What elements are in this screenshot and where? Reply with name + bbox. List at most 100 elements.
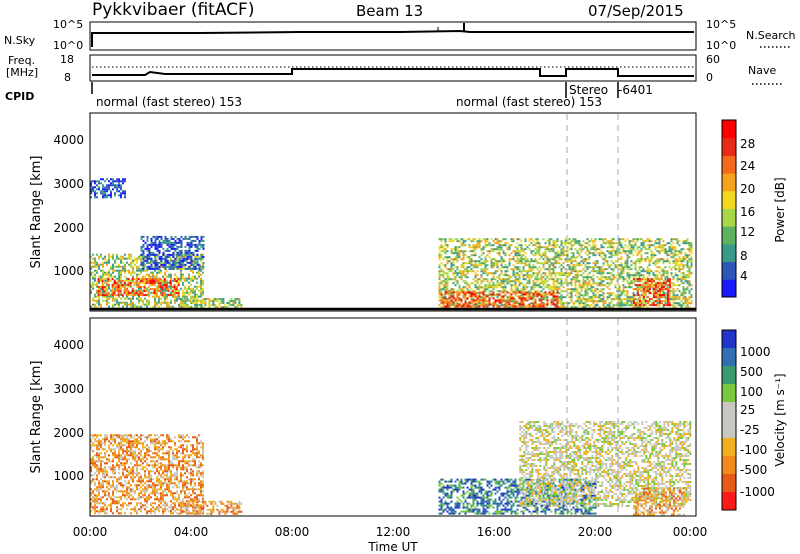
scatter-cell xyxy=(120,265,122,268)
scatter-cell xyxy=(582,294,585,297)
scatter-cell xyxy=(690,294,693,297)
scatter-cell xyxy=(516,260,519,263)
scatter-cell xyxy=(508,282,511,285)
scatter-cell xyxy=(208,302,211,304)
scatter-cell xyxy=(542,246,545,249)
scatter-cell xyxy=(156,263,159,266)
scatter-cell xyxy=(498,246,501,249)
scatter-cell xyxy=(574,278,577,281)
scatter-cell xyxy=(118,508,120,511)
scatter-cell xyxy=(682,292,685,295)
scatter-cell xyxy=(145,290,148,293)
scatter-cell xyxy=(548,248,551,251)
scatter-cell xyxy=(460,301,463,304)
scatter-cell xyxy=(544,298,547,301)
scatter-cell xyxy=(542,295,545,298)
scatter-cell xyxy=(198,295,200,298)
scatter-cell xyxy=(125,284,128,287)
scatter-cell xyxy=(458,299,461,302)
scatter-cell xyxy=(154,297,156,300)
scatter-cell xyxy=(476,295,479,298)
scatter-cell xyxy=(678,270,681,273)
scatter-cell xyxy=(586,282,589,285)
scatter-cell xyxy=(580,306,583,309)
scatter-cell xyxy=(116,496,118,499)
scatter-cell xyxy=(460,250,463,253)
scatter-cell xyxy=(542,264,545,267)
scatter-cell xyxy=(602,300,605,303)
scatter-cell xyxy=(612,292,615,295)
scatter-cell xyxy=(570,290,573,293)
scatter-cell xyxy=(504,286,507,289)
scatter-cell xyxy=(200,289,202,292)
scatter-cell xyxy=(604,276,607,279)
scatter-cell xyxy=(688,280,691,283)
scatter-cell xyxy=(540,301,543,304)
scatter-cell xyxy=(137,294,140,297)
scatter-cell xyxy=(136,259,138,262)
scatter-cell xyxy=(590,266,593,269)
scatter-cell xyxy=(108,259,110,262)
scatter-cell xyxy=(122,474,124,477)
scatter-cell xyxy=(570,278,573,281)
scatter-cell xyxy=(652,256,655,259)
scatter-cell xyxy=(520,250,523,253)
scatter-cell xyxy=(155,278,158,281)
scatter-cell xyxy=(650,302,653,305)
scatter-cell xyxy=(668,286,671,289)
scatter-cell xyxy=(658,246,661,249)
scatter-cell xyxy=(110,192,112,195)
scatter-cell xyxy=(508,260,511,263)
scatter-cell xyxy=(466,284,469,287)
scatter-cell xyxy=(664,272,667,275)
scatter-cell xyxy=(576,298,579,301)
scatter-cell xyxy=(658,286,661,289)
scatter-cell xyxy=(686,302,689,305)
scatter-cell xyxy=(184,237,187,240)
scatter-cell xyxy=(202,263,204,266)
scatter-cell xyxy=(570,270,573,273)
scatter-cell xyxy=(198,265,201,268)
scatter-cell xyxy=(504,238,507,241)
scatter-cell xyxy=(660,288,663,291)
scatter-cell xyxy=(182,273,184,276)
scatter-cell xyxy=(634,260,637,263)
scatter-cell xyxy=(166,269,168,272)
scatter-cell xyxy=(652,274,655,277)
scatter-cell xyxy=(486,254,489,257)
scatter-cell xyxy=(682,248,685,251)
scatter-cell xyxy=(510,244,513,247)
scatter-cell xyxy=(92,188,94,191)
scatter-cell xyxy=(152,253,155,256)
scatter-cell xyxy=(464,295,467,298)
scatter-cell xyxy=(124,450,126,453)
scatter-cell xyxy=(618,268,621,271)
scatter-cell xyxy=(150,291,152,294)
scatter-cell xyxy=(462,280,465,283)
scatter-cell xyxy=(200,253,203,256)
scatter-cell xyxy=(656,302,659,305)
scatter-cell xyxy=(534,284,537,287)
scatter-cell xyxy=(118,190,120,193)
scatter-cell xyxy=(512,280,515,283)
scatter-cell xyxy=(116,508,118,511)
scatter-cell xyxy=(602,298,605,301)
scatter-cell xyxy=(118,450,120,453)
scatter-cell xyxy=(116,444,118,447)
scatter-cell xyxy=(157,278,160,281)
scatter-cell xyxy=(94,305,96,308)
scatter-cell xyxy=(548,274,551,277)
scatter-cell xyxy=(104,502,106,505)
scatter-cell xyxy=(116,297,118,300)
scatter-cell xyxy=(652,254,655,257)
scatter-cell xyxy=(143,278,146,281)
scatter-cell xyxy=(444,266,447,269)
scatter-cell xyxy=(672,300,675,303)
scatter-cell xyxy=(114,470,116,473)
scatter-cell xyxy=(552,282,555,285)
scatter-cell xyxy=(502,280,505,283)
scatter-cell xyxy=(118,273,120,276)
scatter-cell xyxy=(556,290,559,293)
scatter-cell xyxy=(464,268,467,271)
scatter-cell xyxy=(466,270,469,273)
